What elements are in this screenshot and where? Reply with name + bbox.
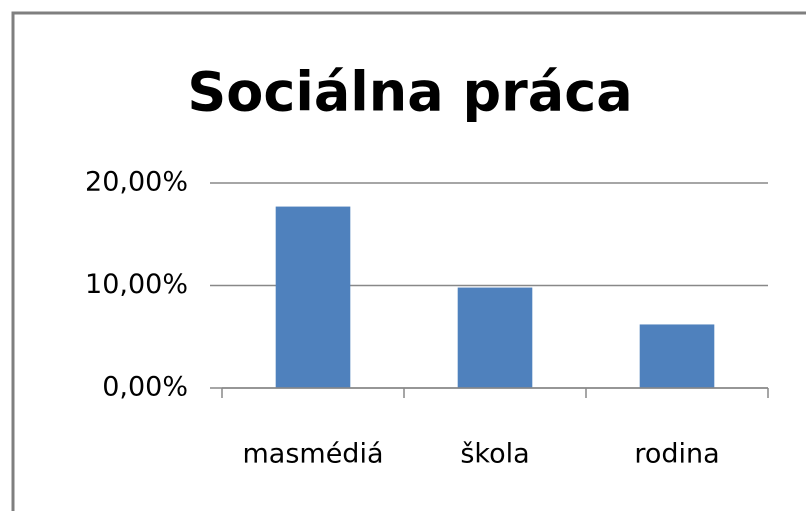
y-tick-label: 0,00% (102, 372, 188, 403)
x-tick-label: rodina (634, 439, 719, 470)
chart-frame (11, 11, 806, 511)
x-tick-label: masmédiá (242, 439, 383, 470)
x-tick-label: škola (460, 439, 529, 470)
chart-title: Sociálna práca (187, 61, 632, 124)
bar (639, 324, 715, 388)
bar (457, 287, 533, 388)
y-tick-label: 20,00% (85, 167, 188, 198)
y-tick-label: 10,00% (85, 269, 188, 300)
bar (275, 206, 351, 388)
